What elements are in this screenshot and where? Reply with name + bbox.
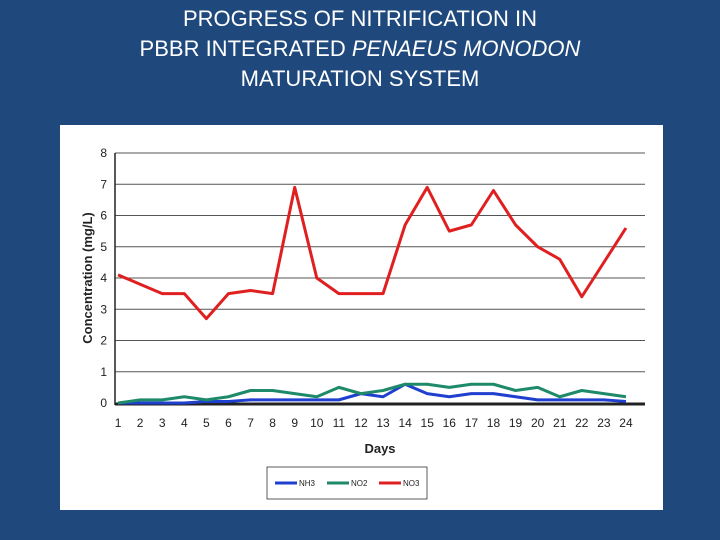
x-tick-label: 2 [137, 416, 144, 430]
x-tick-label: 24 [619, 416, 633, 430]
y-tick-label: 3 [100, 302, 107, 316]
x-tick-label: 23 [597, 416, 611, 430]
x-tick-label: 18 [487, 416, 501, 430]
title-line-1: PROGRESS OF NITRIFICATION IN [182, 6, 538, 31]
x-tick-label: 22 [575, 416, 589, 430]
x-tick-label: 4 [181, 416, 188, 430]
grid-layer [115, 152, 645, 404]
legend-label: NO2 [351, 479, 368, 488]
legend-label: NH3 [299, 479, 316, 488]
x-axis-title: Days [364, 441, 395, 456]
x-tick-label: 16 [443, 416, 457, 430]
x-tick-label: 20 [531, 416, 545, 430]
y-tick-label: 4 [100, 271, 107, 285]
y-tick-label: 8 [100, 146, 107, 160]
title-line-3: MATURATION SYSTEM [240, 66, 480, 91]
title-line-2: PBBR INTEGRATED PENAEUS MONODON [0, 34, 720, 64]
x-tick-label: 11 [333, 416, 346, 430]
x-tick-label: 7 [247, 416, 254, 430]
y-tick-label: 1 [100, 365, 107, 379]
y-tick-label: 6 [100, 209, 107, 223]
x-tick-label: 21 [553, 416, 567, 430]
x-tick-label: 12 [354, 416, 368, 430]
y-tick-label: 0 [100, 396, 107, 410]
x-tick-label: 15 [421, 416, 435, 430]
x-tick-label: 19 [509, 416, 523, 430]
y-tick-label: 5 [100, 240, 107, 254]
legend-label: NO3 [403, 479, 420, 488]
y-tick-label: 2 [100, 334, 107, 348]
x-tick-label: 13 [376, 416, 390, 430]
chart-panel: 0 1 2 3 4 5 6 7 8 1 2 3 4 5 6 7 8 9 10 11 12 13 14 15 16 17 18 19 20… [60, 125, 663, 510]
title-line-2-prefix: PBBR INTEGRATED [139, 36, 352, 61]
x-tick-label: 10 [310, 416, 324, 430]
series-line-no3 [117, 185, 628, 321]
title-line-2-species: PENAEUS MONODON [351, 36, 581, 61]
x-tick-label: 9 [291, 416, 298, 430]
x-tick-label: 8 [269, 416, 276, 430]
series-layer [117, 185, 628, 405]
slide-title: PROGRESS OF NITRIFICATION IN PBBR INTEGR… [0, 4, 720, 94]
x-tick-label: 14 [398, 416, 412, 430]
y-axis-title: Concentration (mg/L) [80, 212, 95, 343]
x-tick-label: 17 [465, 416, 479, 430]
x-tick-label: 1 [115, 416, 122, 430]
series-line-nh3 [118, 382, 627, 405]
legend-layer: NH3 NO2 NO3 [266, 466, 428, 500]
axis-layer [114, 153, 645, 406]
series-line-no2 [117, 382, 627, 405]
x-tick-label: 3 [159, 416, 166, 430]
x-tick-label: 5 [203, 416, 210, 430]
x-tick-label: 6 [225, 416, 232, 430]
y-tick-label: 7 [100, 177, 107, 191]
